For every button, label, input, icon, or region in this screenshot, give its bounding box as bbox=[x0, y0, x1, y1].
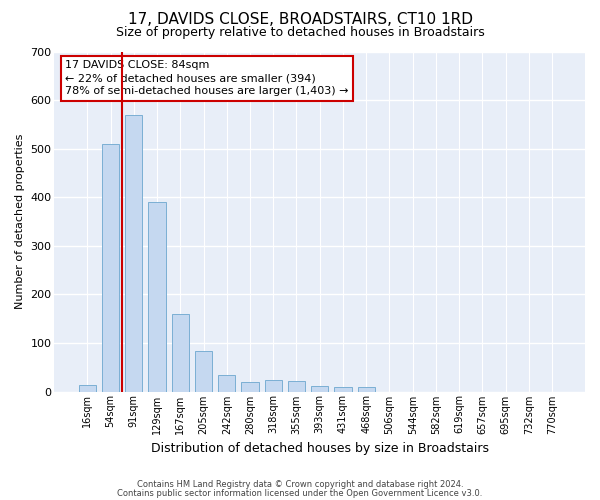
Y-axis label: Number of detached properties: Number of detached properties bbox=[15, 134, 25, 309]
Bar bbox=[79, 384, 96, 392]
Text: Contains HM Land Registry data © Crown copyright and database right 2024.: Contains HM Land Registry data © Crown c… bbox=[137, 480, 463, 489]
Bar bbox=[311, 386, 328, 392]
Bar bbox=[148, 202, 166, 392]
Bar bbox=[241, 382, 259, 392]
Text: Contains public sector information licensed under the Open Government Licence v3: Contains public sector information licen… bbox=[118, 488, 482, 498]
Bar bbox=[218, 376, 235, 392]
Bar bbox=[125, 114, 142, 392]
Bar bbox=[102, 144, 119, 392]
Bar bbox=[172, 314, 189, 392]
Bar bbox=[288, 381, 305, 392]
Bar bbox=[358, 387, 375, 392]
Text: 17, DAVIDS CLOSE, BROADSTAIRS, CT10 1RD: 17, DAVIDS CLOSE, BROADSTAIRS, CT10 1RD bbox=[128, 12, 473, 28]
X-axis label: Distribution of detached houses by size in Broadstairs: Distribution of detached houses by size … bbox=[151, 442, 489, 455]
Text: Size of property relative to detached houses in Broadstairs: Size of property relative to detached ho… bbox=[116, 26, 484, 39]
Bar bbox=[265, 380, 282, 392]
Bar bbox=[334, 386, 352, 392]
Text: 17 DAVIDS CLOSE: 84sqm
← 22% of detached houses are smaller (394)
78% of semi-de: 17 DAVIDS CLOSE: 84sqm ← 22% of detached… bbox=[65, 60, 349, 96]
Bar bbox=[195, 351, 212, 392]
